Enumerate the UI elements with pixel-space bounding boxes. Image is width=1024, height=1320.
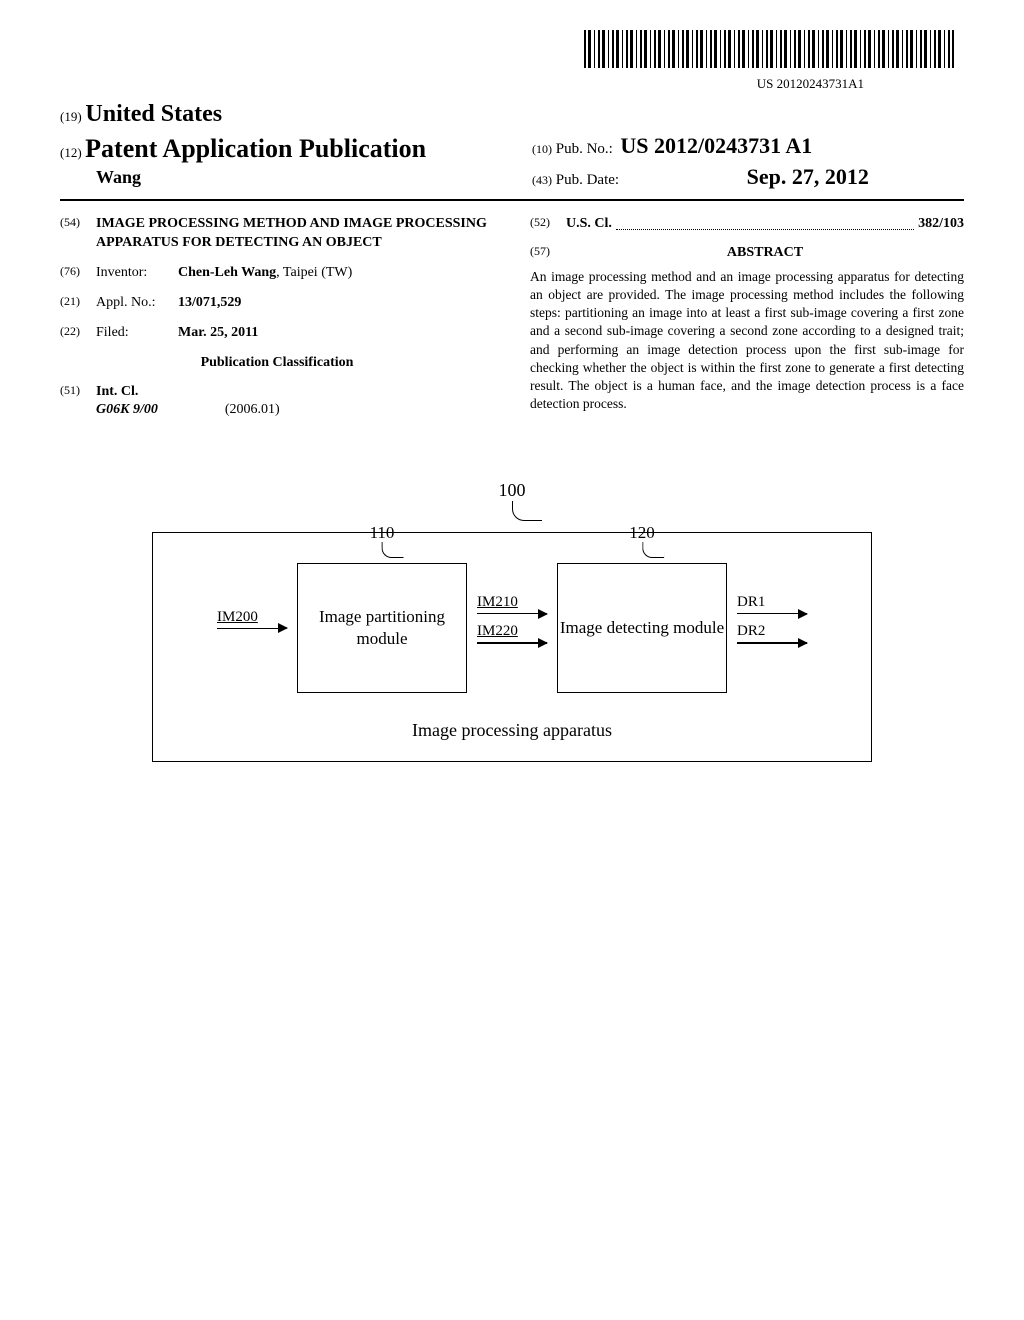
barcode-number: US 20120243731A1 xyxy=(60,76,864,93)
arrow-dr1: DR1 xyxy=(737,613,807,614)
publication-type-line: (12) Patent Application Publication xyxy=(60,132,492,166)
applno-tag: (21) xyxy=(60,294,96,312)
abstract-heading: ABSTRACT xyxy=(566,244,964,262)
arrow-im200: IM200 xyxy=(217,628,287,629)
pubdate-tag: (43) xyxy=(532,173,552,187)
apparatus-box: IM200 110 Image partitioning module IM21… xyxy=(152,532,872,761)
applno-value: 13/071,529 xyxy=(178,294,241,312)
figure-ref-110: 110 xyxy=(370,522,395,544)
title-tag: (54) xyxy=(60,215,96,251)
uscl-tag: (52) xyxy=(530,215,566,233)
invention-title: IMAGE PROCESSING METHOD AND IMAGE PROCES… xyxy=(96,215,494,251)
mid-arrow-group: IM210 IM220 xyxy=(467,613,557,643)
figure-ref-120: 120 xyxy=(629,522,655,544)
applno-label: Appl. No.: xyxy=(96,294,178,312)
author-name: Wang xyxy=(96,166,492,189)
leader-line-icon xyxy=(512,501,542,521)
figure-1: 100 IM200 110 Image partitioning module … xyxy=(60,479,964,762)
arrow-im210: IM210 xyxy=(477,613,547,614)
uscl-label: U.S. Cl. xyxy=(566,215,612,233)
pubdate-value: Sep. 27, 2012 xyxy=(747,164,869,189)
barcode-graphic xyxy=(584,30,954,68)
figure-ref-120-text: 120 xyxy=(629,523,655,542)
pubno-label: Pub. No.: xyxy=(556,141,613,157)
pubdate-line: (43) Pub. Date: Sep. 27, 2012 xyxy=(532,163,964,192)
country-name: United States xyxy=(85,101,222,127)
box-partitioning: 110 Image partitioning module xyxy=(297,563,467,693)
label-im200: IM200 xyxy=(217,608,258,628)
output-arrow-group: DR1 DR2 xyxy=(727,613,817,643)
pap-title: Patent Application Publication xyxy=(85,134,426,163)
label-dr2: DR2 xyxy=(737,622,765,642)
pubno-value: US 2012/0243731 A1 xyxy=(620,133,812,158)
filed-label: Filed: xyxy=(96,324,178,342)
barcode-region: US 20120243731A1 xyxy=(60,30,964,93)
leader-line-icon xyxy=(382,542,404,558)
pubno-line: (10) Pub. No.: US 2012/0243731 A1 xyxy=(532,132,964,161)
label-dr1: DR1 xyxy=(737,593,765,613)
intcl-tag: (51) xyxy=(60,383,96,419)
leader-line-icon xyxy=(642,542,664,558)
country-tag: (19) xyxy=(60,109,82,124)
abstract-header-row: (57) ABSTRACT xyxy=(530,244,964,262)
abstract-tag: (57) xyxy=(530,244,566,262)
header: (19) United States (12) Patent Applicati… xyxy=(60,99,964,191)
pubno-tag: (10) xyxy=(532,142,552,156)
inventor-name: Chen-Leh Wang xyxy=(178,265,276,280)
field-filed: (22) Filed: Mar. 25, 2011 xyxy=(60,324,494,342)
uscl-dots xyxy=(616,215,914,229)
field-title: (54) IMAGE PROCESSING METHOD AND IMAGE P… xyxy=(60,215,494,251)
input-arrow-group: IM200 xyxy=(207,628,297,629)
uscl-number: 382/103 xyxy=(918,215,964,233)
inventor-label: Inventor: xyxy=(96,264,178,282)
figure-ref-100: 100 xyxy=(499,479,526,502)
bibliographic-block: (54) IMAGE PROCESSING METHOD AND IMAGE P… xyxy=(60,215,964,419)
pap-tag: (12) xyxy=(60,145,82,160)
figure-ref-100-text: 100 xyxy=(499,480,526,500)
filed-value: Mar. 25, 2011 xyxy=(178,324,258,342)
arrow-im220: IM220 xyxy=(477,642,547,643)
arrow-dr2: DR2 xyxy=(737,642,807,643)
intcl-code: G06K 9/00 xyxy=(96,402,158,417)
pubdate-label: Pub. Date: xyxy=(556,172,619,188)
intcl-year: (2006.01) xyxy=(225,402,280,417)
field-uscl: (52) U.S. Cl. 382/103 xyxy=(530,215,964,233)
label-im220: IM220 xyxy=(477,622,518,642)
field-intcl: (51) Int. Cl. G06K 9/00 (2006.01) xyxy=(60,383,494,419)
box-detecting: 120 Image detecting module xyxy=(557,563,727,693)
filed-tag: (22) xyxy=(60,324,96,342)
box-partitioning-label: Image partitioning module xyxy=(298,606,466,650)
figure-ref-110-text: 110 xyxy=(370,523,395,542)
field-applno: (21) Appl. No.: 13/071,529 xyxy=(60,294,494,312)
field-inventor: (76) Inventor: Chen-Leh Wang, Taipei (TW… xyxy=(60,264,494,282)
pubclass-heading: Publication Classification xyxy=(60,354,494,372)
intcl-label: Int. Cl. xyxy=(96,383,280,401)
country-line: (19) United States xyxy=(60,99,964,130)
box-detecting-label: Image detecting module xyxy=(560,617,724,639)
abstract-text: An image processing method and an image … xyxy=(530,268,964,414)
inventor-tag: (76) xyxy=(60,264,96,282)
figure-caption: Image processing apparatus xyxy=(193,719,831,742)
rule-thick xyxy=(60,199,964,201)
inventor-loc: , Taipei (TW) xyxy=(276,265,352,280)
label-im210: IM210 xyxy=(477,593,518,613)
